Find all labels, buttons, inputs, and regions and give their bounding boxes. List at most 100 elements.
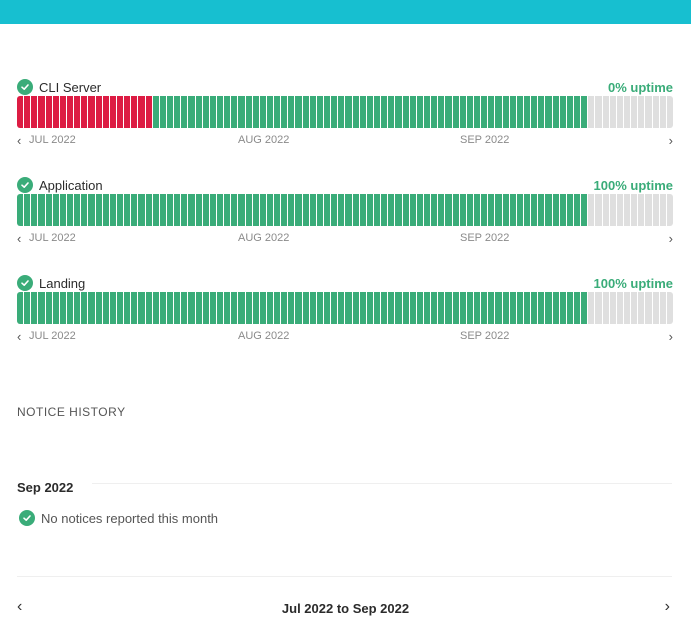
uptime-bar-outage[interactable] [66, 96, 74, 128]
uptime-bar-operational[interactable] [95, 194, 102, 226]
uptime-bar-no-data[interactable] [623, 292, 631, 324]
uptime-bar-operational[interactable] [538, 96, 545, 128]
uptime-bar-no-data[interactable] [659, 292, 666, 324]
uptime-bar-operational[interactable] [531, 292, 538, 324]
uptime-bar-outage[interactable] [52, 96, 59, 128]
uptime-bar-no-data[interactable] [588, 194, 595, 226]
uptime-bar-operational[interactable] [231, 194, 238, 226]
uptime-bar-outage[interactable] [38, 96, 45, 128]
uptime-bar-operational[interactable] [409, 194, 416, 226]
uptime-bar-operational[interactable] [331, 96, 338, 128]
uptime-bar-operational[interactable] [195, 96, 202, 128]
uptime-bar-operational[interactable] [195, 194, 202, 226]
uptime-bar-operational[interactable] [531, 194, 538, 226]
uptime-bar-operational[interactable] [481, 292, 488, 324]
uptime-bar-operational[interactable] [302, 292, 309, 324]
uptime-bar-operational[interactable] [495, 292, 502, 324]
uptime-bar-operational[interactable] [488, 292, 495, 324]
uptime-bar-operational[interactable] [259, 292, 266, 324]
uptime-bar-operational[interactable] [359, 96, 366, 128]
uptime-bar-operational[interactable] [152, 292, 159, 324]
uptime-bar-operational[interactable] [374, 292, 381, 324]
uptime-bar-operational[interactable] [559, 194, 566, 226]
uptime-bar-operational[interactable] [581, 292, 588, 324]
uptime-bar-operational[interactable] [374, 96, 381, 128]
uptime-bar-operational[interactable] [159, 292, 166, 324]
uptime-bar-operational[interactable] [316, 194, 324, 226]
uptime-bar-operational[interactable] [452, 96, 459, 128]
uptime-bar-operational[interactable] [245, 292, 252, 324]
uptime-bar-operational[interactable] [59, 292, 66, 324]
uptime-bar-operational[interactable] [445, 194, 452, 226]
uptime-bar-operational[interactable] [324, 194, 331, 226]
uptime-bar-operational[interactable] [459, 194, 466, 226]
uptime-bar-operational[interactable] [395, 194, 402, 226]
uptime-bar-operational[interactable] [266, 292, 274, 324]
uptime-bar-operational[interactable] [366, 96, 374, 128]
uptime-bar-operational[interactable] [481, 194, 488, 226]
uptime-bar-outage[interactable] [138, 96, 145, 128]
uptime-bar-outage[interactable] [109, 96, 116, 128]
uptime-bar-outage[interactable] [81, 96, 88, 128]
uptime-bar-operational[interactable] [124, 292, 131, 324]
uptime-bar-operational[interactable] [324, 96, 331, 128]
uptime-bar-operational[interactable] [131, 194, 138, 226]
uptime-bar-operational[interactable] [209, 96, 216, 128]
chevron-left-icon[interactable]: ‹ [17, 231, 22, 246]
uptime-bar-operational[interactable] [81, 194, 88, 226]
uptime-bar-no-data[interactable] [609, 292, 616, 324]
uptime-bar-operational[interactable] [238, 96, 245, 128]
uptime-bar-operational[interactable] [581, 194, 588, 226]
uptime-bar-no-data[interactable] [638, 96, 645, 128]
uptime-bar-operational[interactable] [31, 194, 38, 226]
uptime-bar-operational[interactable] [481, 96, 488, 128]
uptime-bar-operational[interactable] [495, 96, 502, 128]
uptime-bar-outage[interactable] [145, 96, 152, 128]
uptime-bar-operational[interactable] [509, 292, 516, 324]
uptime-bar-operational[interactable] [224, 194, 231, 226]
uptime-bar-operational[interactable] [573, 96, 581, 128]
uptime-bar-operational[interactable] [131, 292, 138, 324]
uptime-bar-outage[interactable] [59, 96, 66, 128]
uptime-bar-operational[interactable] [159, 96, 166, 128]
uptime-bar-operational[interactable] [566, 194, 573, 226]
uptime-bar-operational[interactable] [538, 292, 545, 324]
uptime-bar-operational[interactable] [138, 194, 145, 226]
uptime-bar-operational[interactable] [238, 292, 245, 324]
uptime-bar-operational[interactable] [181, 96, 188, 128]
uptime-bar-operational[interactable] [338, 96, 345, 128]
uptime-bar-operational[interactable] [74, 194, 81, 226]
uptime-bar-operational[interactable] [438, 292, 445, 324]
uptime-bar-operational[interactable] [388, 292, 395, 324]
uptime-bar-operational[interactable] [359, 194, 366, 226]
uptime-bar-no-data[interactable] [652, 194, 659, 226]
uptime-bar-outage[interactable] [131, 96, 138, 128]
uptime-bar-no-data[interactable] [666, 96, 673, 128]
uptime-bar-no-data[interactable] [666, 292, 673, 324]
uptime-bar-operational[interactable] [259, 96, 266, 128]
uptime-bar-no-data[interactable] [666, 194, 673, 226]
uptime-bar-operational[interactable] [566, 96, 573, 128]
uptime-bar-operational[interactable] [381, 96, 388, 128]
uptime-bar-operational[interactable] [402, 96, 409, 128]
uptime-bar-operational[interactable] [502, 292, 509, 324]
uptime-bar-operational[interactable] [445, 96, 452, 128]
uptime-bar-no-data[interactable] [645, 96, 652, 128]
uptime-bar-operational[interactable] [445, 292, 452, 324]
uptime-bar-operational[interactable] [552, 292, 559, 324]
uptime-bar-operational[interactable] [545, 194, 552, 226]
uptime-bar-operational[interactable] [316, 292, 324, 324]
uptime-bar-operational[interactable] [102, 194, 109, 226]
uptime-bar-operational[interactable] [252, 194, 259, 226]
uptime-bar-operational[interactable] [281, 292, 288, 324]
uptime-bar-operational[interactable] [552, 194, 559, 226]
uptime-bar-operational[interactable] [516, 292, 523, 324]
uptime-bar-operational[interactable] [466, 292, 473, 324]
uptime-bar-operational[interactable] [523, 292, 531, 324]
uptime-bar-operational[interactable] [438, 96, 445, 128]
uptime-bar-no-data[interactable] [595, 96, 602, 128]
uptime-bar-operational[interactable] [202, 194, 209, 226]
uptime-bar-operational[interactable] [452, 292, 459, 324]
uptime-bar-operational[interactable] [395, 292, 402, 324]
uptime-bar-operational[interactable] [216, 194, 224, 226]
